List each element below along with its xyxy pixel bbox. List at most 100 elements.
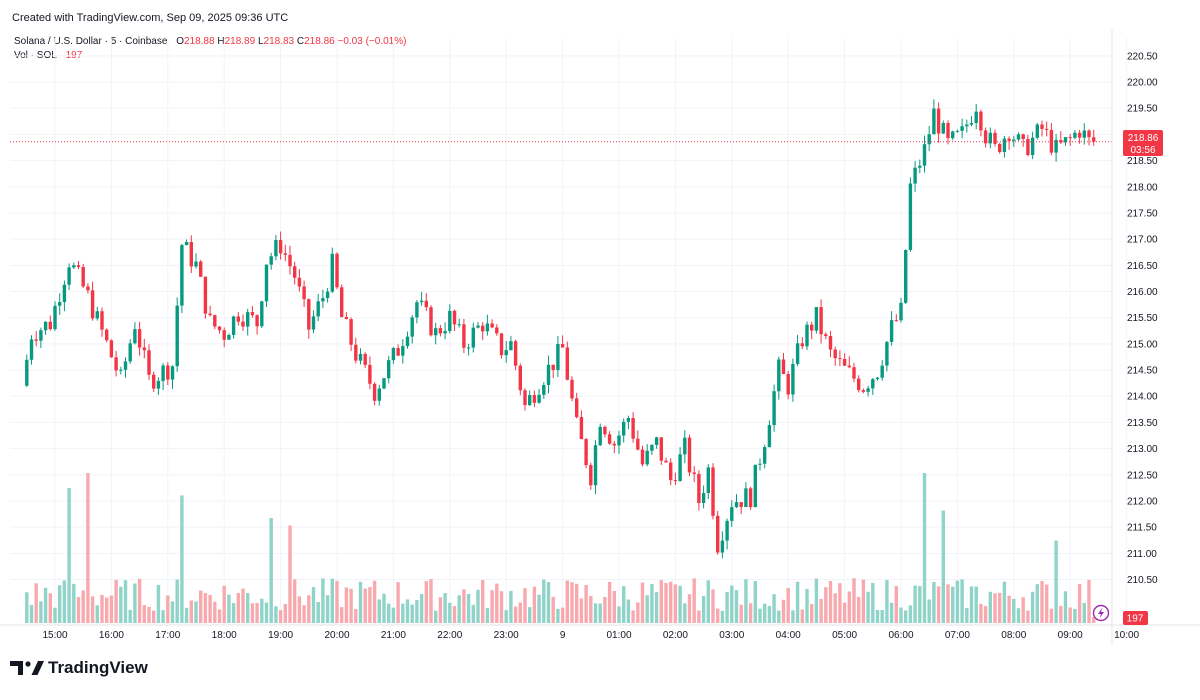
- tradingview-logo-text: TradingView: [48, 658, 148, 677]
- candle-body: [927, 134, 931, 145]
- y-tick-label: 218.50: [1127, 156, 1158, 167]
- volume-bar: [29, 604, 34, 623]
- candle-body: [805, 324, 809, 347]
- candle-body: [119, 369, 123, 371]
- candle-body: [603, 426, 607, 435]
- volume-bar: [932, 581, 936, 623]
- candle-body: [424, 300, 428, 308]
- volume-bar: [560, 607, 565, 623]
- volume-bar: [424, 581, 428, 623]
- volume-bar: [147, 606, 151, 623]
- y-tick-label: 217.50: [1127, 208, 1158, 219]
- volume-bar: [725, 591, 729, 623]
- volume-bar: [462, 589, 466, 623]
- candle-body: [669, 462, 673, 481]
- volume-bar: [260, 598, 264, 623]
- volume-bar: [264, 602, 269, 623]
- volume-bar: [617, 606, 621, 623]
- candle-body: [53, 305, 57, 330]
- volume-bar: [861, 579, 866, 623]
- candle-body: [175, 305, 179, 367]
- volume-bar: [1040, 581, 1044, 623]
- volume-bar: [795, 581, 800, 623]
- candle-body: [908, 183, 913, 251]
- candle-body: [631, 418, 635, 439]
- volume-bar: [528, 607, 532, 623]
- volume-bar: [692, 578, 696, 623]
- x-tick-label: 10:00: [1114, 630, 1139, 641]
- ohlc-row: Solana / U.S. Dollar · 5 · Coinbase O218…: [14, 35, 406, 49]
- candle-body: [1012, 139, 1016, 141]
- volume-bar: [396, 582, 400, 623]
- volume-bar: [354, 609, 358, 623]
- volume-bar: [184, 607, 189, 623]
- close-value: 218.86: [304, 36, 335, 47]
- volume-bar: [951, 586, 955, 623]
- volume-bar: [875, 609, 880, 623]
- symbol-title[interactable]: Solana / U.S. Dollar · 5 · Coinbase: [14, 36, 168, 47]
- candle-body: [1016, 134, 1021, 140]
- candle-body: [1021, 134, 1025, 139]
- candle-body: [137, 329, 142, 348]
- candle-body: [123, 361, 128, 370]
- candle-body: [838, 358, 842, 360]
- candle-body: [100, 311, 104, 330]
- volume-bar: [518, 602, 522, 623]
- y-tick-label: 219.50: [1127, 104, 1158, 115]
- volume-bar: [53, 607, 57, 623]
- candle-body: [659, 437, 663, 461]
- volume-bar: [701, 595, 706, 623]
- candle-body: [791, 363, 795, 395]
- candle-body: [955, 130, 960, 132]
- candlesticks: [25, 99, 1096, 559]
- volume-bar: [579, 598, 584, 623]
- volume-bar: [908, 605, 913, 623]
- volume-bar: [965, 607, 969, 623]
- candle-body: [753, 464, 757, 508]
- candle-body: [255, 315, 259, 327]
- volume-bar: [687, 594, 692, 623]
- candle-body: [725, 520, 729, 541]
- volume-bar: [288, 525, 292, 623]
- open-value: 218.88: [183, 36, 215, 47]
- candle-body: [509, 341, 513, 351]
- candle-body: [885, 341, 889, 366]
- y-tick-label: 215.00: [1127, 339, 1158, 350]
- x-tick-label: 21:00: [381, 630, 406, 641]
- volume-bar: [1012, 598, 1016, 623]
- candle-body: [410, 317, 414, 337]
- volume-bar: [67, 488, 71, 623]
- y-tick-label: 211.50: [1127, 523, 1157, 534]
- volume-bar: [466, 593, 471, 623]
- volume-bar: [570, 582, 574, 623]
- y-tick-label: 212.50: [1127, 470, 1158, 481]
- candle-body: [405, 336, 410, 347]
- candle-body: [575, 398, 579, 418]
- candle-body: [556, 343, 560, 371]
- candle-body: [570, 379, 574, 399]
- candle-body: [664, 460, 668, 463]
- tradingview-logo-icon: [10, 661, 44, 675]
- candle-body: [227, 334, 231, 340]
- candle-body: [772, 391, 776, 426]
- price-axis[interactable]: 220.50220.00219.50219.00218.50218.00217.…: [1111, 30, 1158, 645]
- candle-body: [551, 364, 555, 371]
- candle-body: [194, 261, 198, 267]
- candle-body: [354, 344, 358, 361]
- tradingview-logo[interactable]: TradingView: [10, 658, 148, 678]
- lightning-icon[interactable]: [1092, 604, 1110, 622]
- candle-body: [43, 321, 48, 331]
- candle-body: [481, 325, 485, 332]
- volume-bar: [250, 603, 255, 623]
- candle-body: [852, 367, 856, 379]
- candle-body: [528, 395, 532, 406]
- volume-bar: [213, 601, 217, 623]
- candle-body: [166, 365, 170, 380]
- x-tick-label: 18:00: [212, 630, 237, 641]
- candle-body: [499, 333, 504, 356]
- time-axis[interactable]: 15:00 16:00 17:00 18:00 19:00 20:00 21:00 22:00…: [0, 624, 1200, 641]
- candle-body: [913, 167, 917, 184]
- candle-body: [1059, 139, 1063, 143]
- volume-bar: [358, 581, 363, 623]
